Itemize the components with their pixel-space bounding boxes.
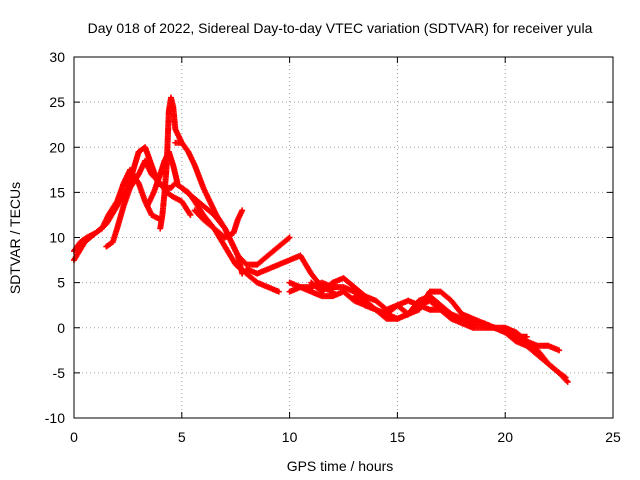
data-point: [174, 180, 181, 187]
data-point: [563, 377, 570, 384]
y-tick-label: 30: [49, 49, 65, 65]
chart-title: Day 018 of 2022, Sidereal Day-to-day VTE…: [88, 20, 593, 36]
y-axis-label: SDTVAR / TECUs: [7, 182, 23, 294]
y-tick-label: -5: [53, 365, 66, 381]
series-track-5: [157, 94, 185, 232]
y-tick-label: 5: [57, 275, 65, 291]
x-tick-label: 15: [390, 429, 406, 445]
data-point: [556, 347, 563, 354]
x-tick-label: 10: [282, 429, 298, 445]
data-point: [286, 234, 293, 241]
y-tick-label: 10: [49, 230, 65, 246]
y-tick-label: 20: [49, 139, 65, 155]
series-track-3: [103, 157, 194, 250]
x-tick-label: 20: [497, 429, 513, 445]
x-tick-label: 25: [605, 429, 621, 445]
y-tick-label: 15: [49, 184, 65, 200]
data-marks: [71, 94, 571, 385]
series-track-8: [191, 207, 246, 241]
y-tick-label: 0: [57, 320, 65, 336]
data-point: [285, 235, 292, 242]
x-tick-label: 0: [70, 429, 78, 445]
y-tick-label: 25: [49, 94, 65, 110]
data-point: [523, 333, 530, 340]
grid-lines: [74, 57, 613, 418]
x-tick-label: 5: [178, 429, 186, 445]
y-tick-label: -10: [45, 410, 65, 426]
series-track-13: [351, 293, 530, 340]
axis-ticks: 0 5 10 15 20 25 -10 -5 0 5 10 15 20 25 30: [45, 49, 621, 445]
data-point: [564, 378, 571, 385]
data-point: [239, 270, 246, 277]
data-point: [275, 288, 282, 295]
plot-frame: [73, 56, 614, 419]
x-axis-label: GPS time / hours: [287, 458, 394, 474]
data-point: [239, 207, 246, 214]
data-point: [187, 211, 194, 218]
